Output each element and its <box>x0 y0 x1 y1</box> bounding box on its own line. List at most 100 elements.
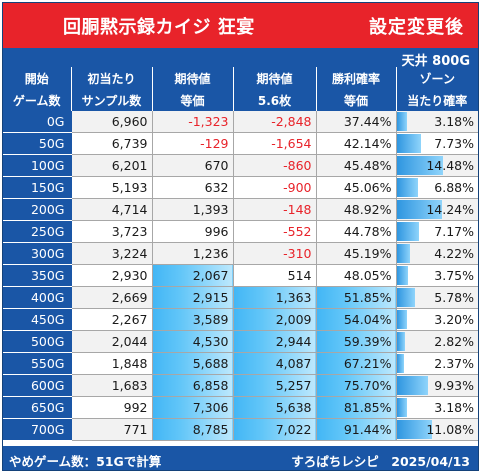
cell-samples: 2,669 <box>71 286 153 309</box>
cell-start-game: 700G <box>3 418 72 441</box>
cell-ev-56: 4,087 <box>233 352 317 375</box>
cell-ev-56: 2,009 <box>233 308 317 331</box>
cell-samples: 992 <box>71 396 153 419</box>
cell-ev-equal: 1,393 <box>152 198 234 221</box>
zone-rate-text: 7.73% <box>434 136 474 151</box>
page-subtitle: 設定変更後 <box>369 17 464 38</box>
cell-ev-equal: 2,067 <box>152 264 234 287</box>
header-ev-56-line1: 期待値 <box>233 67 317 89</box>
cell-ev-equal: 2,915 <box>152 286 234 309</box>
cell-start-game: 0G <box>3 111 72 133</box>
cell-win-rate: 44.78% <box>316 220 397 243</box>
table-row: 450G 2,267 3,589 2,009 54.04% 3.20% <box>3 308 478 331</box>
table-row: 700G 771 8,785 7,022 91.44% 11.08% <box>3 418 478 441</box>
cell-ev-equal: 6,858 <box>152 374 234 397</box>
header-start-line1: 開始 <box>3 67 72 89</box>
cell-ev-equal: 1,236 <box>152 242 234 265</box>
zone-rate-bar <box>396 354 405 373</box>
table-row: 550G 1,848 5,688 4,087 67.21% 2.37% <box>3 352 478 375</box>
cell-ev-56: 7,022 <box>233 418 317 441</box>
zone-rate-bar <box>396 244 410 263</box>
zone-rate-text: 6.88% <box>434 180 474 195</box>
header-ev-equal-line2: 等価 <box>152 89 234 111</box>
cell-start-game: 250G <box>3 220 72 243</box>
cell-zone-rate: 3.75% <box>396 264 478 287</box>
cell-ev-equal: 5,688 <box>152 352 234 375</box>
cell-start-game: 350G <box>3 264 72 287</box>
cell-win-rate: 45.19% <box>316 242 397 265</box>
table-row: 150G 5,193 632 -900 45.06% 6.88% <box>3 176 478 199</box>
cell-start-game: 300G <box>3 242 72 265</box>
cell-zone-rate: 2.37% <box>396 352 478 375</box>
cell-start-game: 50G <box>3 132 72 155</box>
zone-rate-text: 11.08% <box>426 422 474 437</box>
footer-note: やめゲーム数：51Gで計算 <box>9 454 162 469</box>
cell-ev-56: -900 <box>233 176 317 199</box>
zone-rate-text: 14.24% <box>426 202 474 217</box>
cell-win-rate: 42.14% <box>316 132 397 155</box>
cell-ev-56: 2,944 <box>233 330 317 353</box>
header-win-rate-line2: 等価 <box>316 89 397 111</box>
header-ev-equal-line1: 期待値 <box>152 67 234 89</box>
cell-ev-equal: 996 <box>152 220 234 243</box>
cell-samples: 6,960 <box>71 111 153 133</box>
cell-win-rate: 51.85% <box>316 286 397 309</box>
cell-ev-56: 1,363 <box>233 286 317 309</box>
zone-rate-bar <box>396 134 422 153</box>
zone-rate-bar <box>396 112 407 131</box>
page-title: 回胴黙示録カイジ 狂宴 <box>63 17 255 38</box>
cell-zone-rate: 14.48% <box>396 154 478 177</box>
cell-ev-56: -2,848 <box>233 111 317 133</box>
title-bar: 回胴黙示録カイジ 狂宴 設定変更後 <box>3 3 478 48</box>
cell-samples: 6,201 <box>71 154 153 177</box>
zone-rate-text: 3.18% <box>434 114 474 129</box>
cell-win-rate: 45.48% <box>316 154 397 177</box>
cell-win-rate: 91.44% <box>316 418 397 441</box>
cell-ev-equal: 632 <box>152 176 234 199</box>
zone-rate-text: 3.75% <box>434 268 474 283</box>
cell-ev-56: -1,654 <box>233 132 317 155</box>
cell-zone-rate: 6.88% <box>396 176 478 199</box>
cell-samples: 5,193 <box>71 176 153 199</box>
cell-ev-56: 5,257 <box>233 374 317 397</box>
cell-samples: 3,723 <box>71 220 153 243</box>
cell-zone-rate: 11.08% <box>396 418 478 441</box>
cell-win-rate: 48.05% <box>316 264 397 287</box>
zone-rate-text: 9.93% <box>434 378 474 393</box>
cell-samples: 1,848 <box>71 352 153 375</box>
cell-ev-56: -310 <box>233 242 317 265</box>
zone-rate-bar <box>396 288 415 307</box>
table-row: 0G 6,960 -1,323 -2,848 37.44% 3.18% <box>3 111 478 133</box>
cell-start-game: 200G <box>3 198 72 221</box>
zone-rate-bar <box>396 156 443 175</box>
cell-ev-56: 514 <box>233 264 317 287</box>
cell-zone-rate: 4.22% <box>396 242 478 265</box>
cell-ev-equal: 3,589 <box>152 308 234 331</box>
zone-rate-text: 2.82% <box>434 334 474 349</box>
header-start-line2: ゲーム数 <box>3 89 72 111</box>
header-win-rate-line1: 勝利確率 <box>316 67 397 89</box>
table-row: 200G 4,714 1,393 -148 48.92% 14.24% <box>3 198 478 221</box>
cell-win-rate: 48.92% <box>316 198 397 221</box>
ceiling-bar: 天井 800G <box>3 48 478 69</box>
zone-rate-text: 4.22% <box>434 246 474 261</box>
table-row: 100G 6,201 670 -860 45.48% 14.48% <box>3 154 478 177</box>
table-row: 400G 2,669 2,915 1,363 51.85% 5.78% <box>3 286 478 309</box>
cell-samples: 6,739 <box>71 132 153 155</box>
header-zone-rate-line1: ゾーン <box>396 67 478 89</box>
cell-samples: 2,044 <box>71 330 153 353</box>
cell-start-game: 450G <box>3 308 72 331</box>
cell-samples: 3,224 <box>71 242 153 265</box>
cell-ev-equal: 4,530 <box>152 330 234 353</box>
cell-zone-rate: 3.18% <box>396 396 478 419</box>
cell-ev-equal: -129 <box>152 132 234 155</box>
cell-samples: 4,714 <box>71 198 153 221</box>
header-ev-56-line2: 5.6枚 <box>233 89 317 111</box>
zone-rate-text: 7.17% <box>434 224 474 239</box>
cell-win-rate: 59.39% <box>316 330 397 353</box>
cell-start-game: 550G <box>3 352 72 375</box>
cell-start-game: 650G <box>3 396 72 419</box>
table-row: 600G 1,683 6,858 5,257 75.70% 9.93% <box>3 374 478 397</box>
zone-rate-bar <box>396 200 442 219</box>
